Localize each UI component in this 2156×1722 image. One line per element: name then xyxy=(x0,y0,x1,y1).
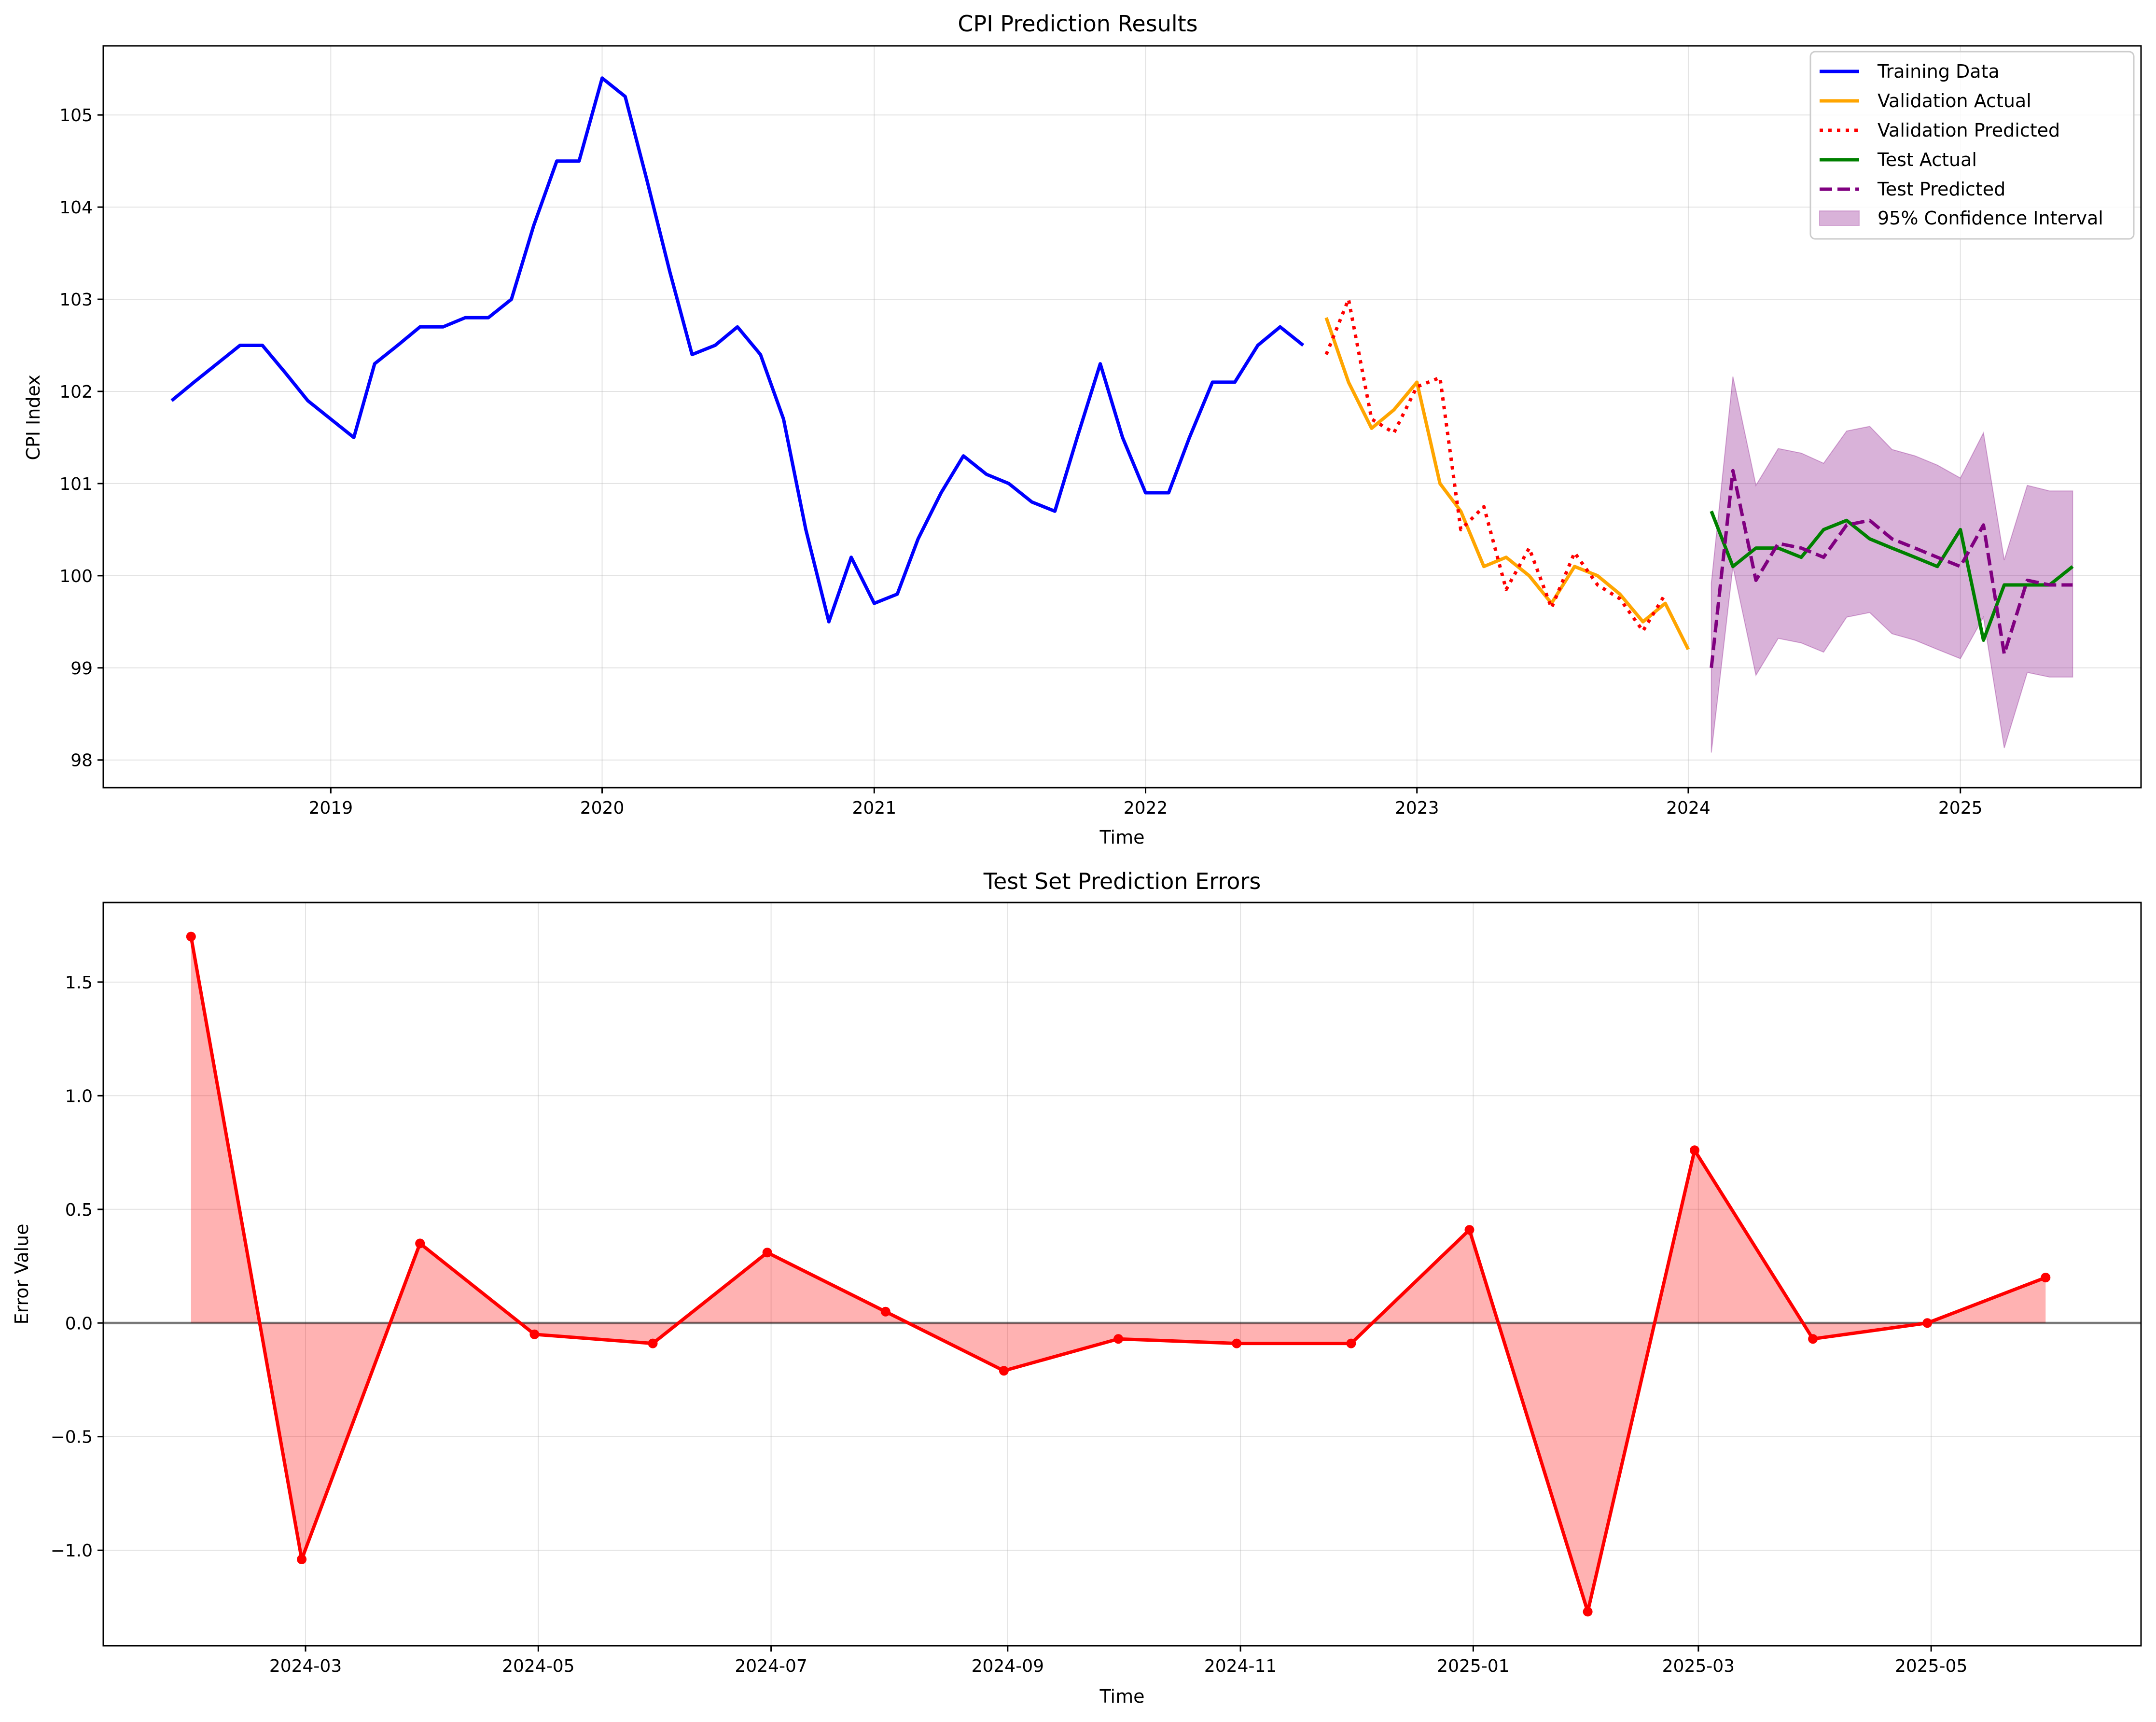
error-point xyxy=(415,1238,425,1249)
confidence-interval-band xyxy=(1711,376,2073,753)
series-line-validation-actual xyxy=(1324,317,1690,651)
error-chart-y-ticks: −1.0 −0.5 0.0 0.5 1.0 1.5 xyxy=(51,973,103,1561)
error-point xyxy=(880,1306,890,1317)
legend-box xyxy=(1809,51,2135,240)
c2-y-tick-label: −0.5 xyxy=(51,1428,93,1447)
series-line-test-actual xyxy=(1710,510,2074,642)
c2-x-tick-label: 2025-05 xyxy=(1895,1656,1967,1676)
error-chart-x-ticks: 2024-03 2024-05 2024-07 2024-09 2024-11 2025-… xyxy=(269,1646,1967,1676)
error-chart-points xyxy=(186,931,2051,1617)
legend-label-test-predicted: Test Predicted xyxy=(1877,179,2005,200)
error-point xyxy=(2041,1273,2051,1283)
series-line-validation-predicted xyxy=(1324,297,1667,633)
error-point xyxy=(762,1248,772,1258)
legend-label-validation-actual: Validation Actual xyxy=(1878,90,2031,111)
c1-y-tick-label: 102 xyxy=(59,382,93,402)
c2-x-tick-label: 2024-09 xyxy=(972,1656,1044,1676)
c2-x-tick-label: 2024-03 xyxy=(269,1656,342,1676)
c2-y-tick-label: 0.0 xyxy=(65,1314,93,1333)
error-chart-ylabel: Error Value xyxy=(11,1223,32,1324)
error-chart: Test Set Prediction Errors 2024-03 2024-0… xyxy=(11,868,2142,1707)
c1-y-tick-label: 104 xyxy=(59,198,93,218)
cpi-chart-y-ticks: 98 99 100 101 102 103 104 105 xyxy=(59,106,103,771)
error-point xyxy=(1346,1338,1356,1348)
cpi-chart-legend: Training Data Validation Actual Validati… xyxy=(1809,51,2135,240)
c1-x-tick-label: 2021 xyxy=(852,798,896,818)
error-chart-title: Test Set Prediction Errors xyxy=(983,868,1261,894)
legend-label-training: Training Data xyxy=(1877,61,2000,82)
error-point xyxy=(529,1329,540,1339)
error-point xyxy=(297,1555,307,1564)
error-point xyxy=(1922,1318,1933,1328)
c1-y-tick-label: 105 xyxy=(59,106,93,125)
c1-y-tick-label: 98 xyxy=(70,751,93,771)
c1-y-tick-label: 100 xyxy=(59,567,93,586)
error-point xyxy=(186,931,196,942)
error-point xyxy=(1583,1607,1593,1617)
error-chart-frame xyxy=(102,902,2142,1647)
c1-x-tick-label: 2023 xyxy=(1395,798,1439,818)
c1-x-tick-label: 2022 xyxy=(1124,798,1168,818)
c1-x-tick-label: 2019 xyxy=(309,798,353,818)
c1-x-tick-label: 2025 xyxy=(1938,798,1983,818)
series-line-test-predicted xyxy=(1710,469,2073,668)
legend-label-validation-predicted: Validation Predicted xyxy=(1878,120,2060,141)
c2-y-tick-label: 0.5 xyxy=(65,1200,93,1220)
error-chart-xlabel: Time xyxy=(1099,1686,1145,1707)
cpi-chart-grid xyxy=(103,46,2141,788)
error-point xyxy=(1232,1338,1242,1348)
c2-y-tick-label: 1.5 xyxy=(65,973,93,993)
error-point xyxy=(999,1366,1009,1376)
c1-x-tick-label: 2020 xyxy=(580,798,625,818)
c2-x-tick-label: 2024-05 xyxy=(502,1656,574,1676)
cpi-chart: CPI Prediction Results 2019 2020 2021 2022 2… xyxy=(23,11,2142,848)
c1-y-tick-label: 101 xyxy=(59,474,93,494)
cpi-chart-confidence-area xyxy=(1711,376,2073,753)
error-fill-area xyxy=(191,936,2046,1612)
c1-x-tick-label: 2024 xyxy=(1666,798,1711,818)
error-point xyxy=(1113,1334,1124,1344)
legend-swatch-confidence xyxy=(1819,210,1860,226)
cpi-chart-frame xyxy=(102,45,2142,789)
cpi-chart-ylabel: CPI Index xyxy=(23,375,44,460)
cpi-chart-title: CPI Prediction Results xyxy=(958,11,1197,37)
cpi-chart-x-ticks: 2019 2020 2021 2022 2023 2024 2025 xyxy=(309,788,1983,818)
error-point xyxy=(1808,1334,1818,1344)
c2-x-tick-label: 2024-11 xyxy=(1204,1656,1277,1676)
series-line-training-data xyxy=(170,76,1305,624)
cpi-chart-xlabel: Time xyxy=(1099,827,1145,848)
c1-y-tick-label: 103 xyxy=(59,290,93,310)
legend-label-confidence: 95% Confidence Interval xyxy=(1878,208,2103,229)
c2-y-tick-label: −1.0 xyxy=(51,1541,93,1561)
c2-y-tick-label: 1.0 xyxy=(65,1086,93,1106)
cpi-chart-lines xyxy=(170,76,2074,668)
c1-y-tick-label: 99 xyxy=(70,659,93,679)
error-point xyxy=(648,1338,658,1348)
c2-x-tick-label: 2025-03 xyxy=(1662,1656,1735,1676)
error-chart-fill xyxy=(191,936,2046,1612)
error-point xyxy=(1690,1145,1699,1155)
error-point xyxy=(1464,1225,1474,1235)
c2-x-tick-label: 2024-07 xyxy=(735,1656,807,1676)
legend-label-test-actual: Test Actual xyxy=(1877,149,1977,170)
c2-x-tick-label: 2025-01 xyxy=(1437,1656,1509,1676)
